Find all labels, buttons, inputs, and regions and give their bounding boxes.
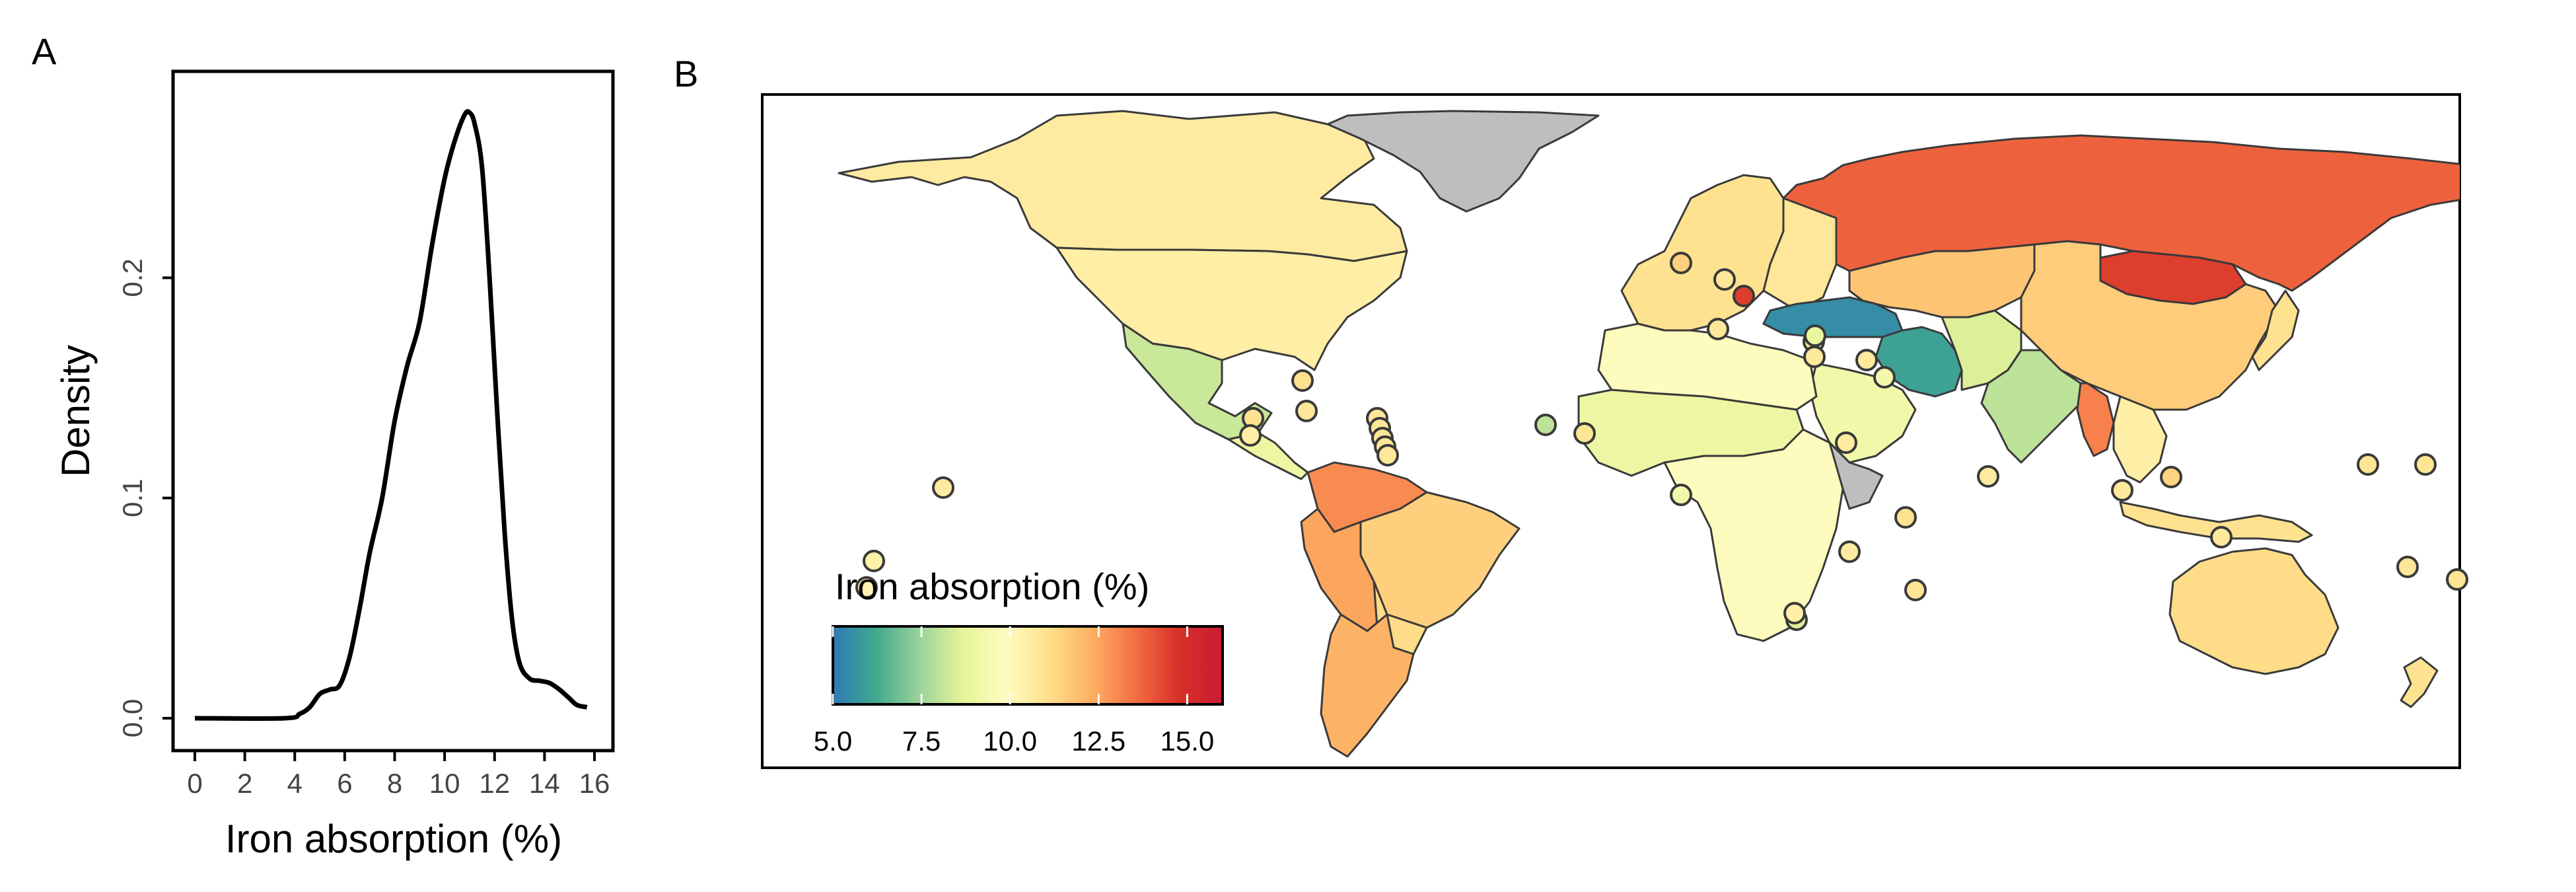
point-eswatini-area <box>1783 602 1806 624</box>
country-chile-argentina <box>1320 613 1415 758</box>
plot-frame <box>171 69 615 753</box>
point-caribbean-5 <box>1377 444 1399 466</box>
point-seychelles <box>1894 506 1917 529</box>
point-vanuatu <box>2396 556 2419 578</box>
colorbar <box>832 625 1224 706</box>
point-lebanon <box>1804 324 1826 347</box>
y-tick-label: 0.1 <box>117 479 148 517</box>
x-axis: 0 2 4 6 8 10 12 14 16 <box>187 751 610 799</box>
country-mexico <box>1122 322 1273 441</box>
colorbar-tick-label: 5.0 <box>814 725 852 757</box>
point-cuba <box>1295 400 1318 422</box>
country-myanmar <box>2076 382 2115 457</box>
colorbar-ticks: 5.0 7.5 10.0 12.5 15.0 <box>814 626 1214 757</box>
x-tick-label: 10 <box>429 768 460 799</box>
point-malta <box>1707 318 1729 340</box>
x-tick-label: 16 <box>579 768 610 799</box>
country-southeast-asia <box>2112 395 2168 484</box>
panel-b-label: B <box>674 53 698 94</box>
country-new-zealand <box>2400 656 2439 708</box>
point-markers <box>855 252 2468 631</box>
x-tick-label: 4 <box>287 768 303 799</box>
colorbar-tick-label: 12.5 <box>1071 725 1126 757</box>
point-micronesia-1 <box>2357 453 2379 476</box>
point-gulf-of-guinea <box>1670 484 1692 506</box>
point-central-america-2 <box>1239 424 1262 447</box>
x-tick-label: 2 <box>237 768 252 799</box>
point-fiji <box>2446 568 2468 591</box>
x-tick-label: 8 <box>387 768 402 799</box>
point-gambia <box>1573 422 1596 445</box>
panel-a-label: A <box>32 30 57 72</box>
point-pacific-point-2 <box>855 576 878 599</box>
point-switzerland <box>1670 252 1692 274</box>
country-central-southern-africa <box>1663 428 1851 642</box>
country-indonesia-png <box>2119 501 2313 543</box>
color-legend: Iron absorption (%) 5.0 7.5 10.0 12.5 15.0 <box>814 566 1224 757</box>
y-tick-label: 0.0 <box>117 699 148 737</box>
point-israel <box>1803 346 1826 368</box>
point-maldives <box>1977 465 1999 488</box>
point-djibouti <box>1835 431 1857 454</box>
y-tick-label: 0.2 <box>117 258 148 297</box>
legend-title: Iron absorption (%) <box>835 566 1149 607</box>
country-australia <box>2168 547 2340 675</box>
point-hawaii <box>932 476 954 499</box>
y-axis-title: Density <box>54 345 98 477</box>
x-tick-label: 12 <box>479 768 510 799</box>
colorbar-tick-label: 7.5 <box>902 725 941 757</box>
point-bahamas <box>1291 369 1314 392</box>
x-tick-label: 6 <box>337 768 352 799</box>
point-balkans <box>1733 285 1755 307</box>
x-axis-title: Iron absorption (%) <box>225 817 562 861</box>
colorbar-tick-label: 10.0 <box>983 725 1037 757</box>
point-comoros <box>1838 540 1861 563</box>
y-axis: 0.0 0.1 0.2 <box>117 258 173 737</box>
colorbar-tick-label: 15.0 <box>1160 725 1214 757</box>
point-netherlands <box>1713 268 1736 291</box>
density-plot: 0.0 0.1 0.2 0 2 4 6 8 10 12 14 16 Iron absorption … <box>54 69 615 861</box>
country-india <box>1980 349 2082 464</box>
density-curve <box>194 109 588 721</box>
x-tick-label: 0 <box>187 768 202 799</box>
point-timor <box>2210 526 2233 548</box>
point-mauritius <box>1904 579 1927 601</box>
point-micronesia-2 <box>2414 453 2437 476</box>
point-malaysia <box>2111 479 2133 502</box>
point-cape-verde <box>1534 414 1557 436</box>
country-greenland <box>1326 110 1600 213</box>
point-pacific-point <box>863 550 885 572</box>
x-tick-label: 14 <box>529 768 560 799</box>
world-map: Iron absorption (%) 5.0 7.5 10.0 12.5 15.0 <box>761 93 2468 769</box>
country-japan <box>2251 289 2300 371</box>
point-kuwait <box>1855 349 1878 371</box>
point-philippines <box>2160 466 2182 488</box>
country-horn-of-africa <box>1828 441 1884 510</box>
country-alaska-canada <box>838 110 1408 262</box>
point-qatar <box>1873 366 1896 389</box>
